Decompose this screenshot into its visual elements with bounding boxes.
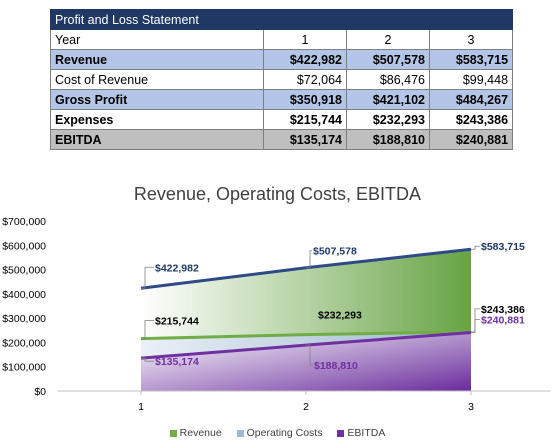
row-value: $583,715 (428, 49, 514, 70)
legend-swatch-revenue (169, 429, 177, 437)
profit-loss-table: Profit and Loss Statement Year 1 2 3 Rev… (49, 9, 514, 150)
chart-title: Revenue, Operating Costs, EBITDA (133, 184, 422, 204)
y-tick-label: $500,000 (2, 265, 46, 277)
data-label: $243,386 (481, 304, 525, 316)
table-row-revenue: Revenue $422,982 $507,578 $583,715 (50, 49, 514, 70)
y-tick-label: $600,000 (2, 240, 46, 252)
table-row-expenses: Expenses $215,744 $232,293 $243,386 (50, 109, 514, 130)
legend-label: EBITDA (347, 427, 386, 439)
ebitda-area (141, 332, 471, 391)
y-tick-label: $0 (34, 386, 46, 398)
label-leader-line (471, 245, 480, 250)
y-tick-label: $400,000 (2, 289, 46, 301)
row-label: Expenses (50, 109, 264, 130)
legend-item-ebitda: EBITDA (337, 427, 385, 439)
x-tick-label: 3 (468, 401, 474, 413)
row-value: $215,744 (263, 109, 347, 130)
label-leader-line (471, 319, 480, 333)
legend-swatch-ebitda (337, 429, 345, 437)
table-row-cost-of-revenue: Cost of Revenue $72,064 $86,476 $99,448 (50, 69, 514, 90)
table-title-row: Profit and Loss Statement (49, 9, 514, 30)
y-tick-label: $300,000 (2, 313, 46, 325)
legend-label: Revenue (179, 427, 222, 439)
row-label: Gross Profit (50, 89, 264, 110)
data-label: $215,744 (155, 316, 199, 328)
row-value: $243,386 (428, 109, 514, 130)
label-leader-line (141, 320, 154, 340)
x-tick-label: 1 (138, 401, 144, 413)
row-label: Revenue (50, 49, 264, 70)
label-leader-line (471, 308, 480, 333)
chart-legend: Revenue Operating Costs EBITDA (0, 427, 555, 439)
table-row-gross-profit: Gross Profit $350,918 $421,102 $484,267 (50, 89, 514, 110)
label-leader-line (141, 266, 154, 289)
label-leader-line (306, 344, 313, 366)
operating-costs-line (140, 330, 472, 341)
row-value: $422,982 (263, 49, 347, 70)
row-value: $86,476 (346, 69, 430, 90)
y-tick-label: $700,000 (2, 216, 46, 228)
data-label: $507,578 (313, 246, 357, 258)
data-label: $188,810 (314, 360, 358, 372)
row-value: $484,267 (428, 89, 514, 110)
data-label: $583,715 (481, 241, 525, 253)
x-tick-label: 2 (303, 401, 309, 413)
y-tick-label: $100,000 (2, 362, 46, 374)
row-value: $240,881 (428, 129, 514, 150)
table-title: Profit and Loss Statement (49, 9, 514, 30)
legend-swatch-operating-costs (236, 429, 244, 437)
row-value: $507,578 (346, 49, 430, 70)
row-value: $421,102 (346, 89, 430, 110)
row-value: $135,174 (263, 129, 347, 150)
y-tick-label: $200,000 (2, 337, 46, 349)
data-label: $240,881 (481, 315, 525, 327)
row-value: $188,810 (346, 129, 430, 150)
label-leader-line (306, 250, 312, 269)
row-value: $350,918 (263, 89, 347, 110)
table-header-row: Year 1 2 3 (50, 29, 514, 50)
label-leader-line (141, 357, 154, 362)
row-value: $72,064 (263, 69, 347, 90)
legend-label: Operating Costs (246, 427, 323, 439)
table-row-ebitda: EBITDA $135,174 $188,810 $240,881 (50, 129, 514, 150)
legend-item-revenue: Revenue (169, 427, 222, 439)
data-label: $232,293 (318, 310, 362, 322)
data-label: $135,174 (155, 356, 199, 368)
row-label: EBITDA (50, 129, 264, 150)
data-label: $422,982 (155, 262, 199, 274)
legend-item-operating-costs: Operating Costs (236, 427, 323, 439)
